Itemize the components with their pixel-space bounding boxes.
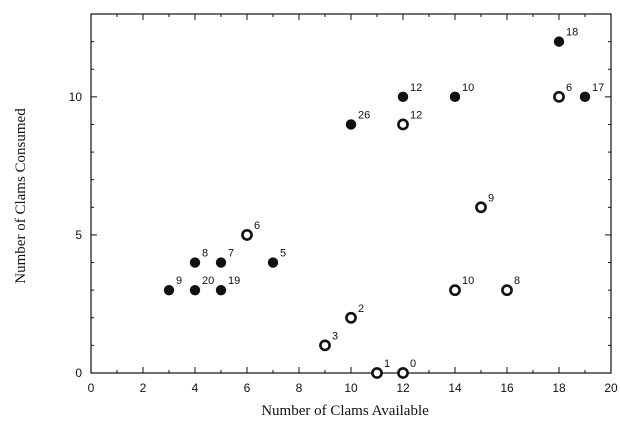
open-data-point	[319, 339, 331, 352]
filled-data-point	[163, 284, 175, 296]
data-point-label: 18	[566, 27, 578, 39]
data-point-label: 26	[358, 109, 370, 121]
open-data-point	[371, 367, 383, 379]
x-tick-label: 0	[88, 381, 95, 395]
data-point-label: 9	[176, 275, 182, 287]
data-point-label: 10	[462, 82, 474, 94]
data-point-label: 1	[384, 358, 390, 370]
data-point-label: 6	[566, 82, 572, 94]
data-point-label: 3	[332, 330, 338, 342]
open-data-point	[397, 367, 409, 379]
data-point-label: 12	[410, 82, 422, 94]
x-tick-label: 10	[344, 381, 358, 395]
open-data-point	[241, 229, 253, 241]
data-point-label: 6	[254, 220, 260, 232]
data-point-label: 0	[410, 358, 416, 370]
x-axis-title: Number of Clams Available	[261, 403, 429, 419]
x-tick-label: 20	[604, 381, 618, 395]
x-tick-label: 16	[500, 381, 514, 395]
x-tick-label: 6	[244, 381, 251, 395]
data-point-label: 5	[280, 248, 286, 260]
filled-data-point	[579, 91, 591, 103]
open-data-point	[553, 90, 565, 103]
filled-data-point	[215, 257, 227, 268]
data-point-label: 20	[202, 275, 214, 287]
data-point-label: 7	[228, 248, 234, 260]
y-tick-label: 5	[75, 228, 82, 242]
data-point-label: 8	[202, 248, 208, 260]
filled-data-point	[449, 91, 461, 103]
filled-data-point	[397, 91, 409, 103]
data-point-label: 17	[592, 82, 604, 94]
filled-data-point	[267, 257, 279, 268]
open-data-point	[397, 118, 409, 131]
x-tick-label: 8	[296, 381, 303, 395]
data-point-label: 19	[228, 275, 240, 287]
y-axis-title: Number of Clams Consumed	[13, 108, 29, 284]
x-tick-label: 18	[552, 381, 566, 395]
open-data-point	[345, 311, 357, 324]
open-data-point	[501, 284, 513, 297]
filled-data-point	[345, 119, 357, 130]
x-tick-label: 4	[192, 381, 199, 395]
filled-data-point	[553, 36, 565, 47]
data-point-label: 12	[410, 109, 422, 121]
filled-data-point	[189, 284, 201, 296]
data-point-label: 10	[462, 275, 474, 287]
x-tick-label: 12	[396, 381, 410, 395]
x-tick-label: 2	[140, 381, 147, 395]
data-point-label: 8	[514, 275, 520, 287]
open-data-point	[475, 201, 487, 214]
data-point-label: 2	[358, 303, 364, 315]
y-tick-label: 0	[75, 366, 82, 380]
data-point-label: 9	[488, 192, 494, 204]
open-data-point	[449, 284, 461, 297]
filled-data-point	[215, 284, 227, 296]
y-tick-label: 10	[69, 90, 83, 104]
filled-data-point	[189, 257, 201, 268]
x-tick-label: 14	[448, 381, 462, 395]
